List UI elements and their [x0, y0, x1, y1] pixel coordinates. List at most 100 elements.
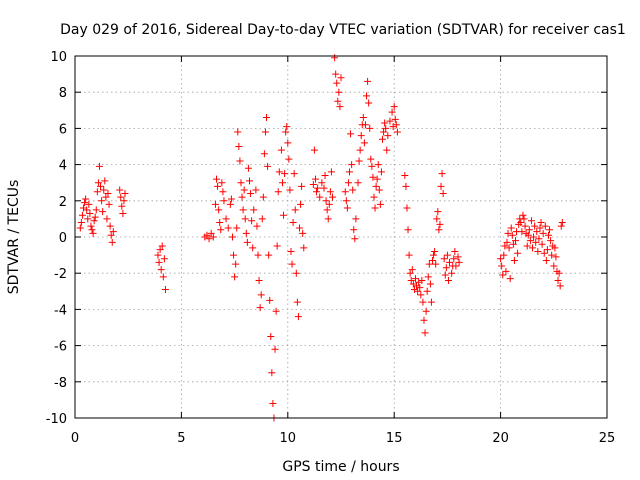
data-point	[450, 255, 458, 263]
data-point	[371, 204, 379, 212]
data-point	[296, 224, 304, 232]
y-tick-label: 4	[59, 159, 67, 174]
data-point	[342, 197, 350, 205]
data-point	[294, 313, 302, 321]
data-point	[505, 244, 513, 252]
data-point	[278, 179, 286, 187]
data-point	[300, 244, 308, 252]
data-point	[249, 244, 257, 252]
data-point	[504, 229, 512, 237]
data-point	[107, 231, 115, 239]
x-tick-label: 0	[71, 431, 79, 446]
data-point	[532, 238, 540, 246]
data-point	[415, 278, 423, 286]
data-point	[514, 249, 522, 257]
data-point	[508, 231, 516, 239]
data-point	[546, 226, 554, 234]
data-point	[359, 114, 367, 122]
data-point	[325, 200, 333, 208]
data-point	[350, 226, 358, 234]
data-point	[534, 247, 542, 255]
data-point	[324, 215, 332, 223]
data-point	[527, 217, 535, 225]
y-axis-label: SDTVAR / TECUs	[6, 180, 22, 295]
data-point	[520, 215, 528, 223]
data-point	[382, 124, 390, 132]
data-point	[118, 202, 126, 210]
data-point	[438, 170, 446, 178]
data-point	[331, 54, 339, 62]
data-point	[352, 215, 360, 223]
data-point	[369, 173, 377, 181]
data-point	[85, 200, 93, 208]
data-point	[454, 253, 462, 261]
data-point	[444, 276, 452, 284]
data-point	[341, 188, 349, 196]
data-point	[205, 235, 213, 243]
data-point	[401, 171, 409, 179]
data-point	[436, 220, 444, 228]
data-point	[510, 257, 518, 265]
data-point	[91, 213, 99, 221]
data-point	[213, 175, 221, 183]
x-tick-label: 5	[177, 431, 185, 446]
y-tick-label: 2	[59, 195, 67, 210]
data-point	[378, 135, 386, 143]
data-point	[258, 215, 266, 223]
data-point	[377, 168, 385, 176]
data-point	[219, 188, 227, 196]
data-point	[245, 177, 253, 185]
data-point	[506, 275, 514, 283]
data-point	[548, 251, 556, 259]
data-point	[78, 211, 86, 219]
data-point	[233, 224, 241, 232]
data-point	[524, 231, 532, 239]
data-point	[351, 235, 359, 243]
data-point	[531, 222, 539, 230]
data-point	[503, 238, 511, 246]
data-point	[349, 186, 357, 194]
data-point	[373, 175, 381, 183]
data-point	[268, 369, 276, 377]
y-tick-label: -8	[54, 376, 67, 391]
data-point	[446, 258, 454, 266]
data-point	[383, 146, 391, 154]
data-point	[348, 161, 356, 169]
data-point	[509, 240, 517, 248]
data-point	[384, 132, 392, 140]
data-point	[376, 200, 384, 208]
data-point	[413, 282, 421, 290]
data-point	[403, 204, 411, 212]
data-point	[253, 222, 261, 230]
data-point	[243, 238, 251, 246]
data-point	[427, 298, 435, 306]
data-point	[239, 206, 247, 214]
data-point	[220, 197, 228, 205]
data-point	[242, 229, 250, 237]
data-point	[288, 260, 296, 268]
data-point	[366, 124, 374, 132]
data-point	[557, 222, 565, 230]
data-point	[158, 242, 166, 250]
data-point	[529, 244, 537, 252]
data-point	[273, 242, 281, 250]
data-point	[266, 296, 274, 304]
data-point	[501, 242, 509, 250]
data-point	[346, 168, 354, 176]
data-point	[209, 233, 217, 241]
data-point	[417, 291, 425, 299]
data-point	[116, 186, 124, 194]
data-point	[374, 161, 382, 169]
data-point	[256, 304, 264, 312]
data-point	[535, 235, 543, 243]
data-point	[234, 128, 242, 136]
data-point	[237, 179, 245, 187]
data-point	[298, 182, 306, 190]
data-point	[280, 211, 288, 219]
data-point	[265, 251, 273, 259]
data-point	[334, 97, 342, 105]
x-tick-label: 25	[599, 431, 616, 446]
data-point	[76, 224, 84, 232]
data-point	[252, 186, 260, 194]
data-point	[430, 251, 438, 259]
